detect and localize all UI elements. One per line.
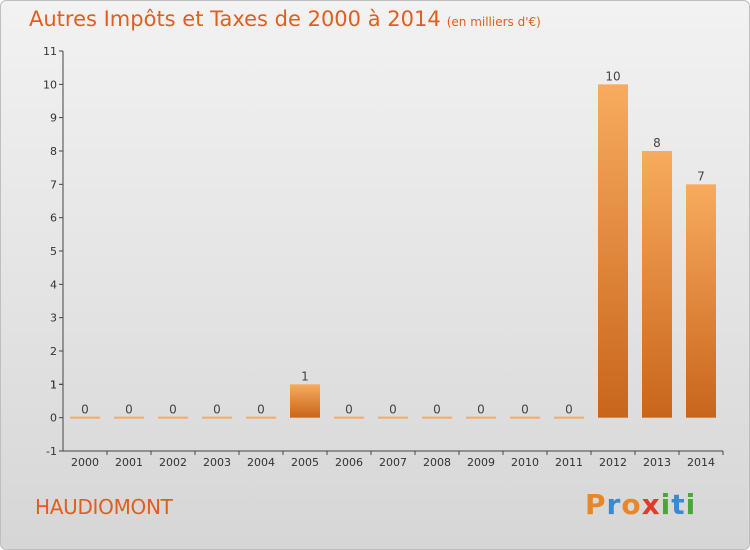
data-label: 0 <box>257 403 265 417</box>
unit-subtitle: (en milliers d'€) <box>446 15 541 29</box>
data-label: 0 <box>81 403 89 417</box>
y-tick-label: 11 <box>43 45 57 58</box>
logo-letter: i <box>660 488 672 521</box>
y-tick-label: 10 <box>43 78 57 91</box>
x-tick-label: 2002 <box>159 456 187 469</box>
x-tick-label: 2004 <box>247 456 275 469</box>
y-tick-label: 8 <box>50 145 57 158</box>
data-label: 0 <box>433 403 441 417</box>
bar <box>554 416 584 419</box>
y-tick-label: 6 <box>50 212 57 225</box>
logo-letter: r <box>606 488 622 521</box>
y-tick-label: 7 <box>50 178 57 191</box>
bar <box>466 416 496 419</box>
y-tick-label: 1 <box>50 378 57 391</box>
x-tick-label: 2001 <box>115 456 143 469</box>
bar <box>158 416 188 419</box>
proxiti-logo: Proxiti <box>585 488 696 521</box>
bar <box>686 184 716 418</box>
data-label: 7 <box>697 169 705 183</box>
chart-title: Autres Impôts et Taxes de 2000 à 2014 (en… <box>29 7 541 31</box>
bar <box>378 416 408 419</box>
x-tick-label: 2008 <box>423 456 451 469</box>
y-tick-label: 1 <box>50 378 57 391</box>
y-tick-label: 5 <box>50 245 57 258</box>
x-tick-label: 2009 <box>467 456 495 469</box>
x-tick-label: 2011 <box>555 456 583 469</box>
data-label: 0 <box>345 403 353 417</box>
bar <box>246 416 276 419</box>
bar <box>290 384 320 418</box>
logo-letter: o <box>621 488 642 521</box>
bar <box>114 416 144 419</box>
y-tick-label: 4 <box>50 278 57 291</box>
x-tick-label: 2013 <box>643 456 671 469</box>
data-label: 10 <box>605 69 620 83</box>
x-tick-label: 2012 <box>599 456 627 469</box>
x-tick-label: 2010 <box>511 456 539 469</box>
data-label: 8 <box>653 136 661 150</box>
logo-letter: x <box>641 488 661 521</box>
bar <box>202 416 232 419</box>
data-label: 0 <box>213 403 221 417</box>
bar <box>510 416 540 419</box>
x-tick-label: 2005 <box>291 456 319 469</box>
x-tick-label: 2014 <box>687 456 715 469</box>
bars <box>70 84 716 419</box>
x-tick-label: 2003 <box>203 456 231 469</box>
y-tick-label: 3 <box>50 312 57 325</box>
logo-letter: i <box>685 488 697 521</box>
bar <box>642 151 672 418</box>
logo-letter: P <box>585 488 607 521</box>
y-tick-label: 2 <box>50 345 57 358</box>
bar <box>70 416 100 419</box>
logo-letter: t <box>671 488 686 521</box>
x-tick-label: 2007 <box>379 456 407 469</box>
title-text: Autres Impôts et Taxes de 2000 à 2014 <box>29 7 441 31</box>
x-tick-label: 2006 <box>335 456 363 469</box>
bar <box>598 84 628 418</box>
data-label: 0 <box>125 403 133 417</box>
y-tick-label: 0 <box>50 412 57 425</box>
x-tick-label: 2000 <box>71 456 99 469</box>
bar <box>334 416 364 419</box>
data-label: 0 <box>521 403 529 417</box>
bar <box>422 416 452 419</box>
town-name: HAUDIOMONT <box>35 495 173 519</box>
data-label: 0 <box>389 403 397 417</box>
data-label: 1 <box>301 369 309 383</box>
y-tick-label: 9 <box>50 112 57 125</box>
data-label: 0 <box>565 403 573 417</box>
data-label: 0 <box>477 403 485 417</box>
y-tick-label: -1 <box>46 445 57 458</box>
data-label: 0 <box>169 403 177 417</box>
